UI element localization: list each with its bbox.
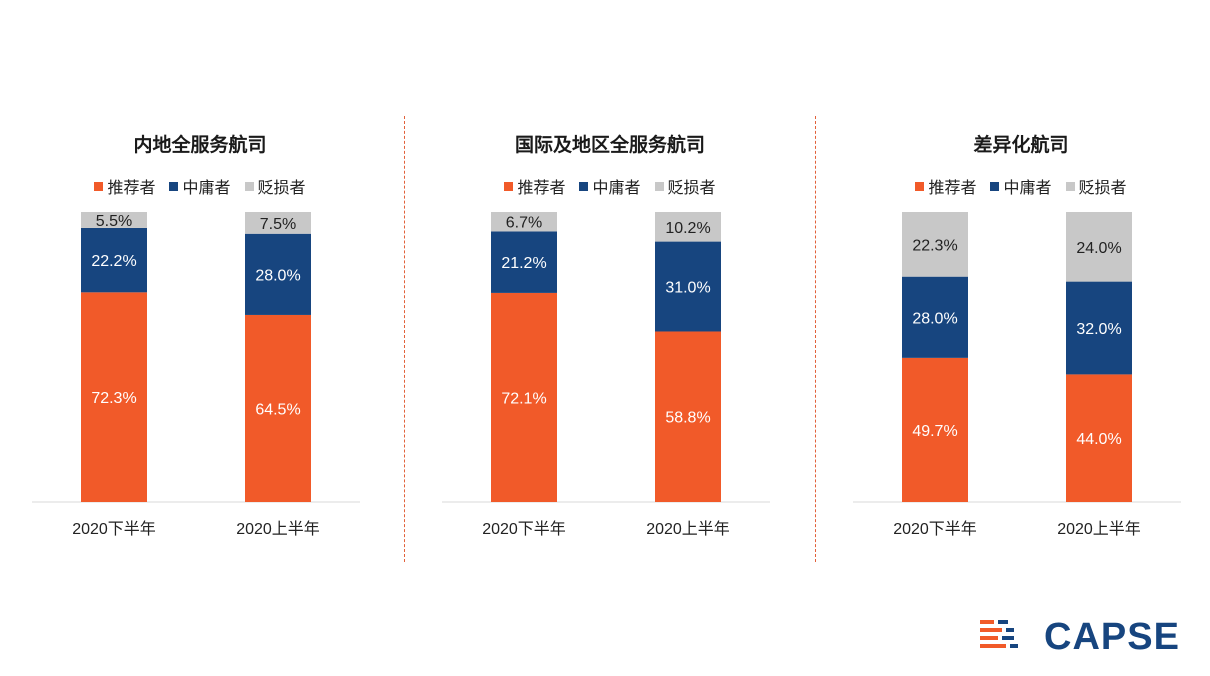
data-label: 64.5% [255, 401, 300, 418]
legend-label: 推荐者 [107, 180, 156, 197]
data-label: 6.7% [506, 215, 542, 232]
data-label: 31.0% [665, 280, 710, 297]
chart-title: 差异化航司 [973, 135, 1069, 156]
legend-label: 中庸者 [182, 180, 231, 197]
legend-item-recommender: 推荐者 [915, 174, 976, 198]
bar-segment-detractor [491, 212, 557, 232]
chart-panel-differentiated: 差异化航司 推荐者 中庸者 贬损者 49.7% 28.0% 22.3% 2020下半年… [851, 110, 1191, 570]
x-tick-label: 2020下半年 [72, 520, 156, 538]
legend-item-recommender: 推荐者 [504, 174, 565, 198]
logo-mark-icon [980, 620, 1018, 648]
data-label: 49.7% [912, 423, 957, 440]
chart-legend: 推荐者 中庸者 贬损者 [30, 174, 370, 198]
legend-swatch-recommender [915, 181, 925, 191]
x-tick-label: 2020上半年 [1057, 520, 1141, 538]
data-label: 28.0% [912, 310, 957, 327]
chart-title: 国际及地区全服务航司 [514, 135, 705, 156]
data-label: 24.0% [1076, 240, 1121, 257]
legend-item-neutral: 中庸者 [579, 174, 641, 198]
data-label: 7.5% [260, 216, 296, 233]
bar-segment-recommender [655, 331, 721, 502]
data-label: 58.8% [665, 410, 710, 427]
bar-segment-detractor [81, 212, 147, 228]
bar-segment-recommender [491, 292, 557, 502]
bar-segment-detractor [1066, 212, 1132, 282]
legend-item-detractor: 贬损者 [654, 174, 716, 198]
stacked-bar-chart: 49.7% 28.0% 22.3% 2020下半年 44.0% 32.0% 24.0% 202… [853, 212, 1181, 538]
legend-swatch-detractor [654, 181, 664, 191]
bar-segment-neutral [245, 233, 311, 315]
x-tick-label: 2020下半年 [893, 520, 977, 538]
data-label: 22.3% [912, 237, 957, 254]
x-tick-label: 2020下半年 [482, 520, 566, 538]
chart-panel-international: 国际及地区全服务航司 推荐者 中庸者 贬损者 72.1% 21.2% 6.7% 202… [440, 110, 780, 570]
legend-item-neutral: 中庸者 [990, 174, 1052, 198]
legend-item-neutral: 中庸者 [169, 174, 231, 198]
x-tick-label: 2020上半年 [646, 520, 730, 538]
legend-label: 推荐者 [928, 180, 977, 197]
data-label: 10.2% [665, 220, 710, 237]
bar-segment-recommender [1066, 374, 1132, 502]
bar-segment-recommender [81, 292, 147, 502]
legend-item-detractor: 贬损者 [1065, 174, 1127, 198]
bar-segment-neutral [491, 231, 557, 293]
legend-swatch-detractor [1065, 181, 1075, 191]
logo-wordmark: CAPSE [1044, 616, 1178, 656]
bar-segment-recommender [245, 314, 311, 502]
capse-logo: CAPSE [980, 616, 1178, 656]
panel-divider [815, 116, 816, 562]
chart-legend: 推荐者 中庸者 贬损者 [851, 174, 1191, 198]
stacked-bar-chart: 72.3% 22.2% 5.5% 2020下半年 64.5% 28.0% 7.5% 2020上… [32, 212, 360, 538]
bar-segment-detractor [655, 212, 721, 242]
chart-legend: 推荐者 中庸者 贬损者 [440, 174, 780, 198]
bar-segment-detractor [245, 212, 311, 234]
bar-segment-neutral [1066, 281, 1132, 375]
data-label: 21.2% [501, 255, 546, 272]
bar-segment-recommender [902, 357, 968, 502]
panel-divider [404, 116, 405, 562]
legend-swatch-recommender [94, 181, 104, 191]
legend-item-recommender: 推荐者 [94, 174, 155, 198]
legend-label: 中庸者 [1003, 180, 1052, 197]
data-label: 72.1% [501, 390, 546, 407]
chart-panel-domestic: 内地全服务航司 推荐者 中庸者 贬损者 72.3% 22.2% 5.5% 2020下半… [30, 110, 370, 570]
data-label: 44.0% [1076, 431, 1121, 448]
legend-label: 推荐者 [517, 180, 566, 197]
bar-segment-neutral [902, 276, 968, 358]
chart-title: 内地全服务航司 [133, 135, 267, 156]
bar-segment-detractor [902, 212, 968, 277]
data-label: 28.0% [255, 267, 300, 284]
legend-label: 贬损者 [1078, 180, 1127, 197]
data-label: 32.0% [1076, 321, 1121, 338]
data-label: 22.2% [91, 253, 136, 270]
legend-swatch-neutral [169, 181, 179, 191]
legend-swatch-neutral [579, 181, 589, 191]
legend-label: 贬损者 [667, 180, 716, 197]
data-label: 5.5% [96, 213, 132, 230]
x-tick-label: 2020上半年 [236, 520, 320, 538]
legend-label: 中庸者 [592, 180, 641, 197]
data-label: 72.3% [91, 390, 136, 407]
legend-swatch-neutral [990, 181, 1000, 191]
legend-item-detractor: 贬损者 [244, 174, 306, 198]
legend-swatch-recommender [504, 181, 514, 191]
bar-segment-neutral [81, 227, 147, 293]
bar-segment-neutral [655, 241, 721, 332]
legend-swatch-detractor [244, 181, 254, 191]
legend-label: 贬损者 [257, 180, 306, 197]
stacked-bar-chart: 72.1% 21.2% 6.7% 2020下半年 58.8% 31.0% 10.2% 2020… [442, 212, 770, 538]
